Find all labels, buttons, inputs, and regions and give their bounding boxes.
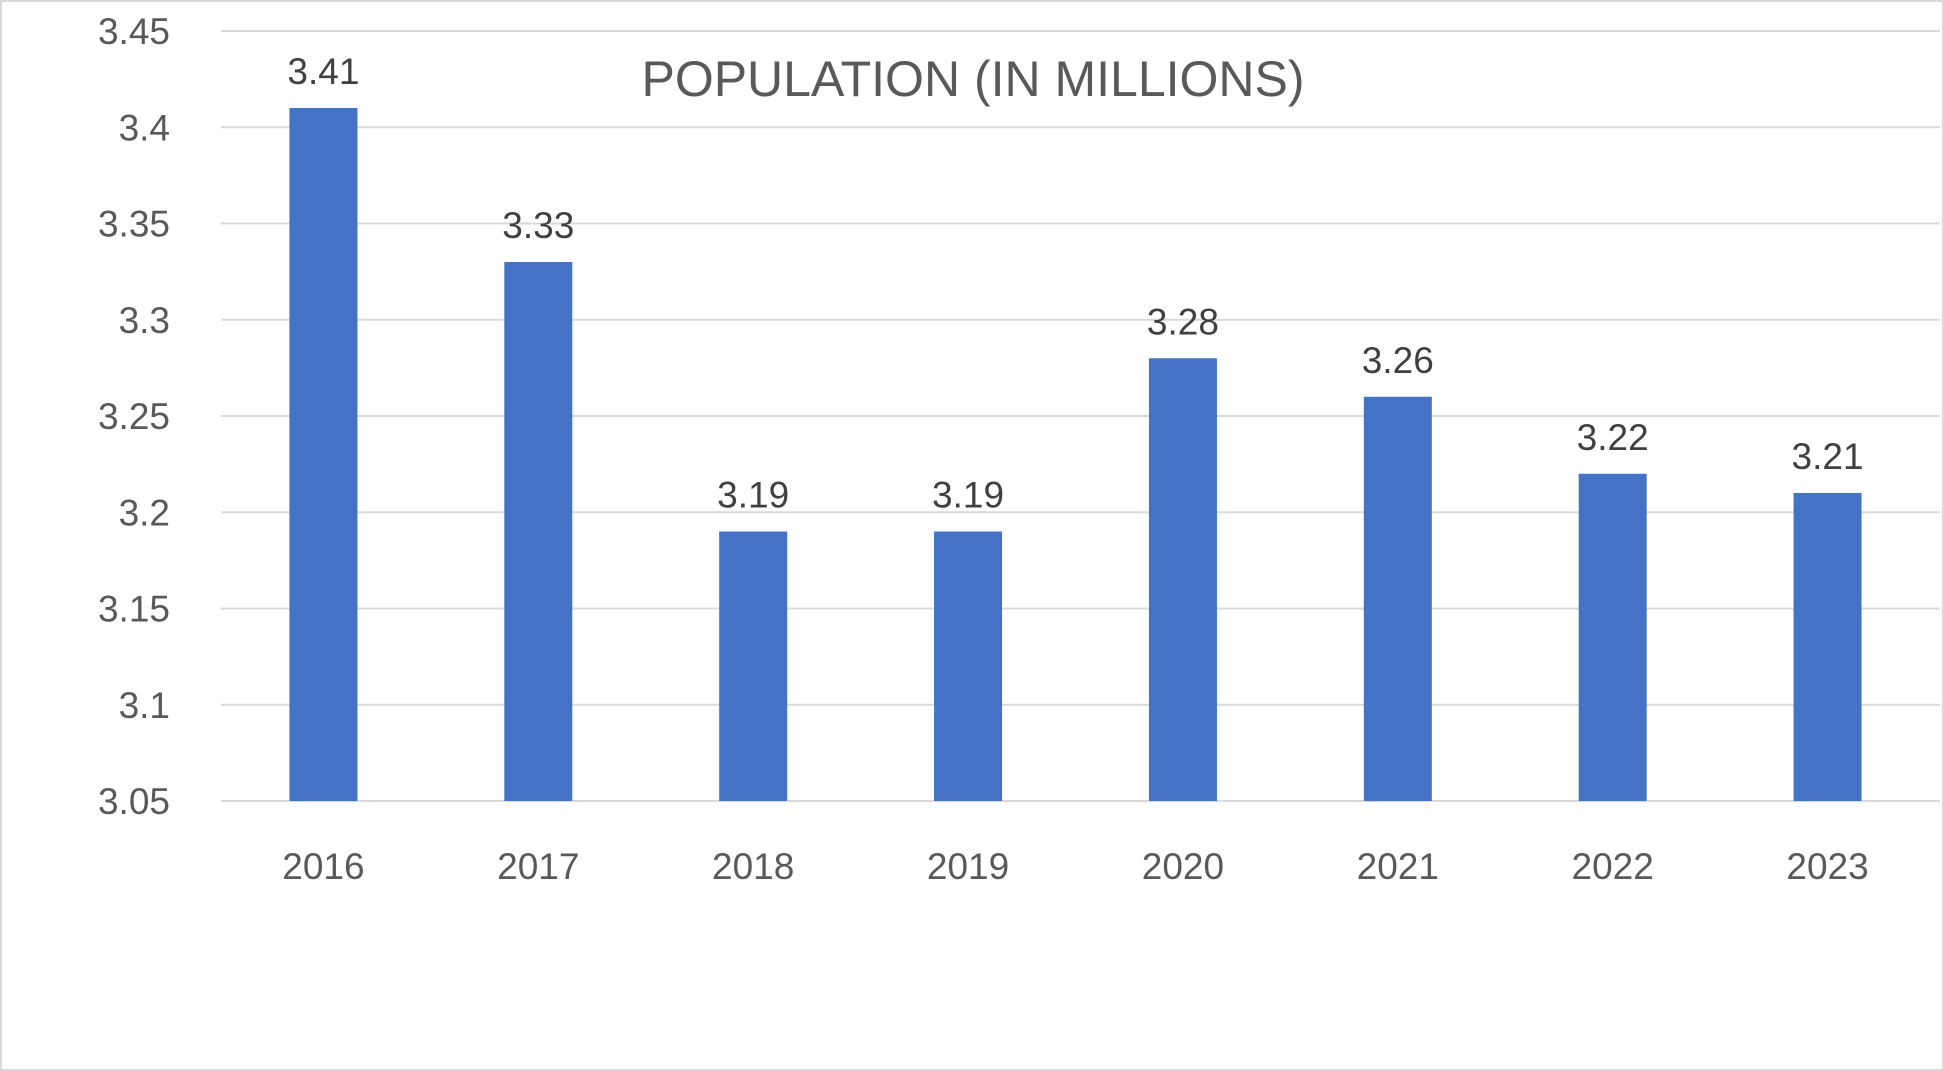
y-tick-label: 3.35 <box>98 204 170 245</box>
data-label: 3.22 <box>1577 417 1649 458</box>
bar-2020 <box>1148 358 1217 801</box>
bar-2023 <box>1793 493 1862 801</box>
y-tick-label: 3.15 <box>98 589 170 630</box>
data-label: 3.33 <box>502 205 574 246</box>
data-labels: 3.41 3.33 3.19 3.19 3.28 3.26 3.22 3.21 <box>287 51 1863 516</box>
y-tick-label: 3.05 <box>98 781 170 822</box>
bar-2021 <box>1363 396 1432 801</box>
data-label: 3.26 <box>1362 340 1434 381</box>
bar-2016 <box>289 108 358 801</box>
x-tick-label: 2019 <box>927 846 1009 887</box>
data-label: 3.19 <box>717 475 789 516</box>
bars <box>289 108 1862 801</box>
y-tick-label: 3.45 <box>98 11 170 52</box>
bar-2017 <box>504 262 573 801</box>
y-tick-label: 3.3 <box>119 300 170 341</box>
bar-2019 <box>934 531 1003 801</box>
x-tick-label: 2022 <box>1572 846 1654 887</box>
x-tick-label: 2018 <box>712 846 794 887</box>
y-tick-label: 3.2 <box>119 492 170 533</box>
x-tick-label: 2021 <box>1357 846 1439 887</box>
y-tick-label: 3.4 <box>119 107 170 148</box>
y-tick-label: 3.1 <box>119 685 170 726</box>
y-axis-ticks: 3.05 3.1 3.15 3.2 3.25 3.3 3.35 3.4 3.45 <box>98 11 170 822</box>
x-axis-ticks: 2016 2017 2018 2019 2020 2021 2022 2023 <box>282 846 1868 887</box>
x-tick-label: 2023 <box>1786 846 1868 887</box>
y-tick-label: 3.25 <box>98 396 170 437</box>
data-label: 3.21 <box>1792 436 1864 477</box>
bar-2022 <box>1578 473 1647 801</box>
data-label: 3.41 <box>287 51 359 92</box>
chart-title: POPULATION (IN MILLIONS) <box>641 51 1304 107</box>
x-tick-label: 2020 <box>1142 846 1224 887</box>
x-tick-label: 2016 <box>282 846 364 887</box>
bar-2018 <box>719 531 788 801</box>
data-label: 3.19 <box>932 475 1004 516</box>
data-label: 3.28 <box>1147 301 1219 342</box>
x-tick-label: 2017 <box>497 846 579 887</box>
gridlines <box>221 30 1940 802</box>
